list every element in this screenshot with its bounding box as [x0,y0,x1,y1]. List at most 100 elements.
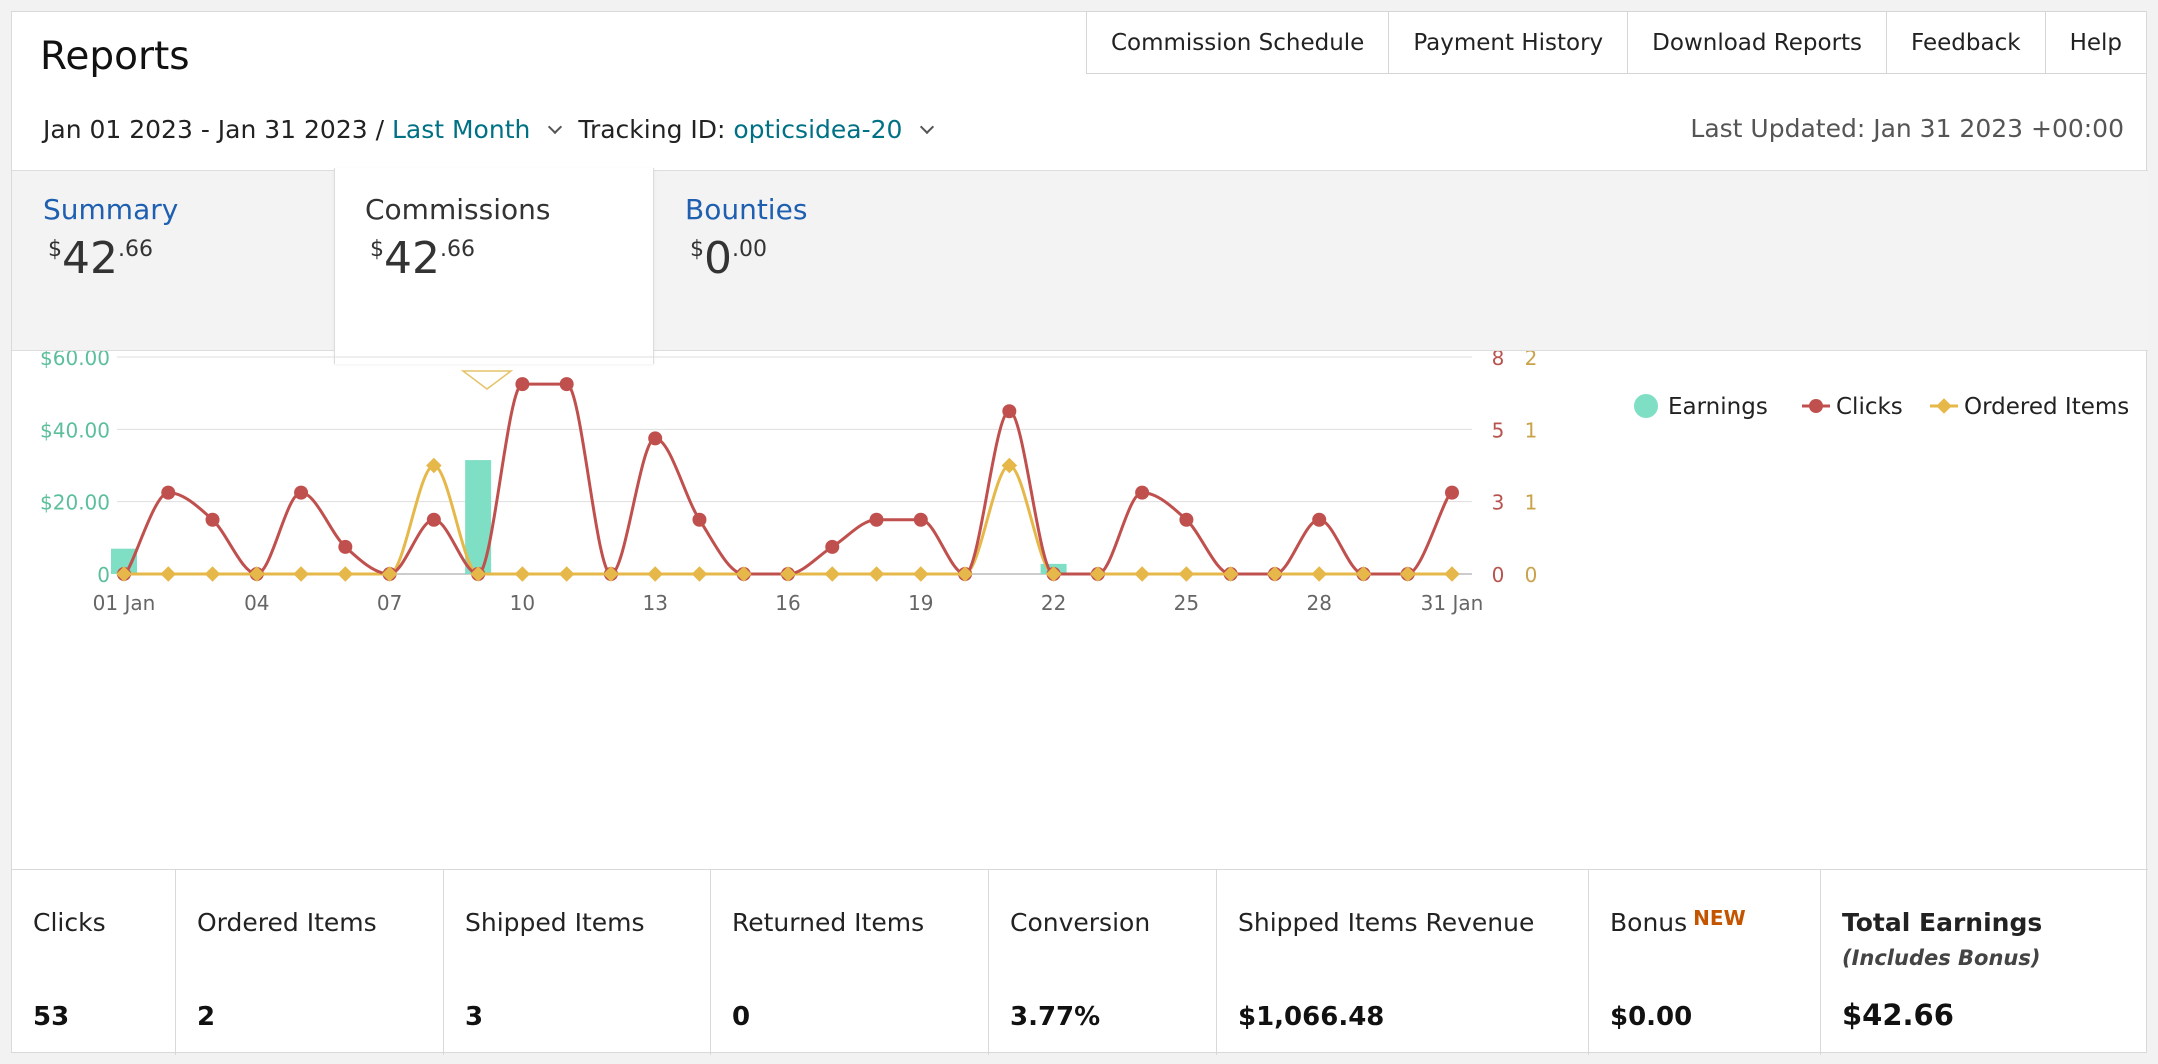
date-range-text: Jan 01 2023 - Jan 31 2023 / [43,115,385,144]
ordered-items-point [1178,566,1195,582]
ordered-items-line [124,463,1452,576]
chevron-down-icon[interactable] [920,119,935,134]
stat-value: 0 [732,1002,751,1032]
stat-label: Shipped Items [465,908,645,937]
stat-sublabel: (Includes Bonus) [1842,946,2041,970]
filter-bar: Jan 01 2023 - Jan 31 2023 / Last Month T… [43,115,950,144]
tab-commissions[interactable]: Commissions $42.66 [334,168,654,364]
chart-points [116,377,1460,582]
ordered-items-point [868,566,885,582]
legend-earnings-label: Earnings [1668,394,1768,420]
new-badge: NEW [1693,906,1746,930]
clicks-point [426,512,441,527]
amount-decimal: .66 [440,237,475,262]
legend-clicks-swatch [1809,399,1823,413]
left-axis-tick-label: 0 [97,563,110,587]
stat-value: 3 [465,1002,484,1032]
ordered-items-point [1355,566,1372,582]
stat-label: Bonus NEW [1610,906,1746,937]
tab-bounties-label: Bounties [685,193,808,226]
amount-integer: 42 [62,233,118,284]
stats-bar: Clicks 53 Ordered Items 2 Shipped Items … [12,869,2148,1055]
stat-label: Shipped Items Revenue [1238,908,1535,937]
active-tab-pointer [460,370,514,390]
x-axis-tick-label: 16 [775,591,800,615]
stat-label: Returned Items [732,908,925,937]
tab-commissions-label: Commissions [365,193,551,226]
amount-integer: 0 [704,233,732,284]
ordered-items-point [204,566,221,582]
chart-legend: Earnings Clicks Ordered Items [1634,394,2129,420]
stat-label: Total Earnings [1842,908,2043,937]
x-axis-tick-label: 22 [1041,591,1066,615]
stat-label: Clicks [33,908,106,937]
clicks-point [515,377,530,392]
amount-integer: 42 [384,233,440,284]
chart-lines [122,382,1454,576]
clicks-point [294,485,309,500]
stat-value: $1,066.48 [1238,1002,1385,1032]
stat-value: $42.66 [1842,998,1954,1032]
stat-clicks: Clicks 53 [12,870,176,1055]
right-axis-items-tick-label: 2 [1525,351,1538,370]
ordered-items-point [1134,566,1150,582]
tab-summary-label: Summary [43,193,179,226]
payment-history-button[interactable]: Payment History [1389,12,1629,73]
right-axis-clicks-tick-label: 8 [1492,351,1505,370]
x-axis-tick-label: 01 Jan [93,591,156,615]
ordered-items-point [1267,566,1283,582]
x-axis-tick-label: 07 [377,591,402,615]
clicks-point [648,431,663,446]
clicks-point [1135,485,1150,500]
currency-symbol: $ [690,237,704,262]
left-axis-tick-label: $20.00 [40,491,110,515]
right-axis-clicks-tick-label: 0 [1492,563,1505,587]
clicks-line [122,382,1454,576]
x-axis-tick-label: 04 [244,591,269,615]
legend-items-swatch [1936,398,1952,414]
commission-schedule-button[interactable]: Commission Schedule [1087,12,1390,73]
stat-shipped-items: Shipped Items 3 [444,870,711,1055]
currency-symbol: $ [370,237,384,262]
tab-summary[interactable]: Summary $42.66 [12,171,334,352]
page-title: Reports [40,34,190,79]
currency-symbol: $ [48,237,62,262]
ordered-items-point [1399,566,1416,582]
ordered-items-point [1090,566,1106,582]
right-axis-clicks-tick-label: 5 [1492,418,1505,442]
x-axis-tick-label: 25 [1174,591,1199,615]
right-axis-items-tick-label: 0 [1525,563,1538,587]
download-reports-button[interactable]: Download Reports [1628,12,1888,73]
help-button[interactable]: Help [2069,29,2122,56]
x-axis-tick-label: 19 [908,591,933,615]
x-axis-tick-label: 10 [510,591,535,615]
clicks-point [869,512,884,527]
stat-label: Ordered Items [197,908,377,937]
clicks-point [1002,404,1017,419]
stat-label: Conversion [1010,908,1151,937]
tab-bounties[interactable]: Bounties $0.00 [654,171,984,352]
legend-clicks-label: Clicks [1836,394,1903,420]
amount-decimal: .66 [118,237,153,262]
ordered-items-point [558,566,575,582]
period-dropdown[interactable]: Last Month [391,115,531,144]
amount-decimal: .00 [732,237,767,262]
clicks-point [1312,512,1327,527]
stat-value: $0.00 [1610,1002,1693,1032]
tracking-id-dropdown[interactable]: opticsidea-20 [733,115,903,144]
clicks-point [205,512,220,527]
chevron-down-icon[interactable] [548,119,563,134]
clicks-point [1445,485,1459,500]
ordered-items-point [1444,566,1460,582]
report-tabs: Summary $42.66 Commissions $42.66 Bounti… [12,168,2148,364]
ordered-items-point [735,566,752,582]
stat-conversion: Conversion 3.77% [989,870,1217,1055]
left-axis-tick-label: $60.00 [40,351,110,370]
bonus-label: Bonus [1610,908,1688,937]
ordered-items-point [337,566,354,582]
legend-earnings-swatch [1634,394,1658,418]
ordered-items-point [824,566,841,582]
feedback-button[interactable]: Feedback [1887,12,2046,73]
reports-panel: Reports Commission Schedule Payment Hist… [11,11,2148,1055]
